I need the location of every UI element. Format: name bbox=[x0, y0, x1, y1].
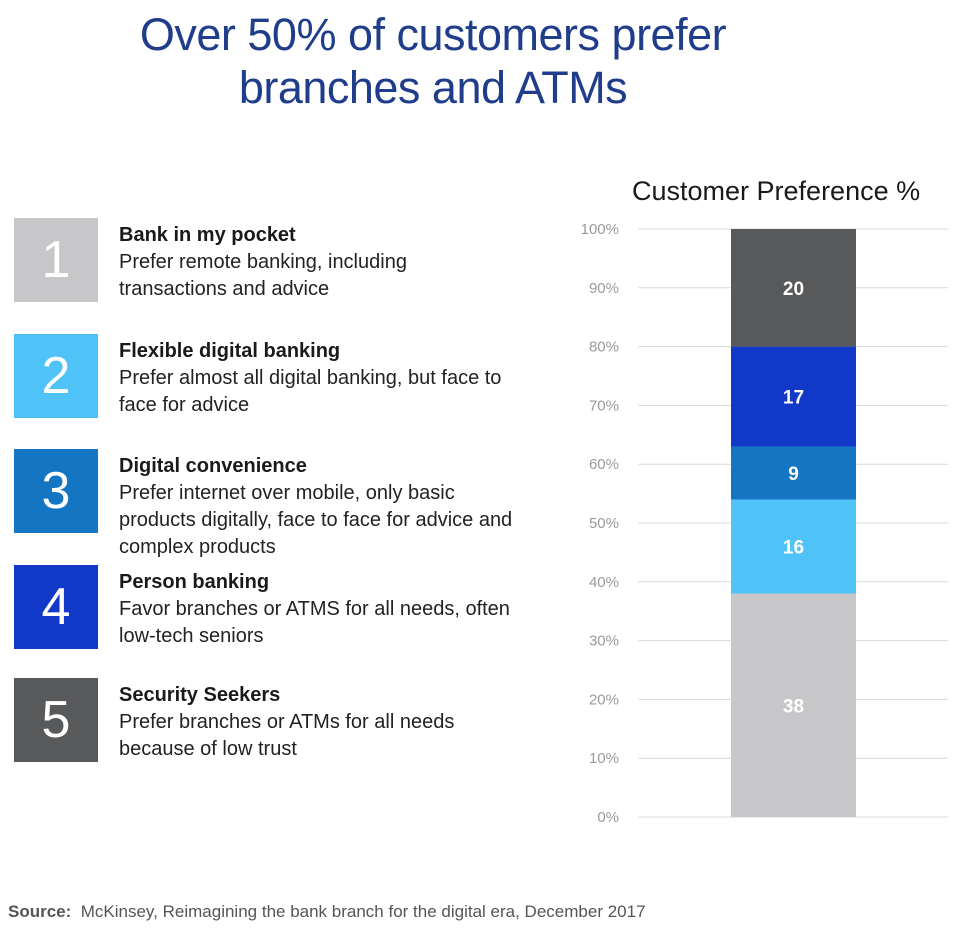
y-tick-label: 60% bbox=[589, 456, 619, 473]
source-note: Source: McKinsey, Reimagining the bank b… bbox=[8, 902, 646, 922]
data-label: 9 bbox=[788, 464, 799, 485]
segment-title: Flexible digital banking bbox=[119, 340, 341, 362]
source-text: McKinsey, Reimagining the bank branch fo… bbox=[80, 902, 646, 921]
segment-description: Prefer branches or ATMs for all needs be… bbox=[119, 711, 455, 760]
segment-title: Bank in my pocket bbox=[119, 224, 296, 246]
data-label: 17 bbox=[783, 388, 804, 409]
segment-description: Prefer remote banking, including transac… bbox=[119, 251, 407, 300]
y-tick-label: 90% bbox=[589, 280, 619, 297]
y-tick-label: 50% bbox=[589, 515, 619, 532]
bar-segment bbox=[731, 593, 856, 817]
title-line-1: Over 50% of customers prefer bbox=[139, 9, 727, 60]
segment-number-badge: 2 bbox=[14, 334, 98, 418]
y-tick-label: 80% bbox=[589, 339, 619, 356]
page-title: Over 50% of customers prefer branches an… bbox=[0, 8, 866, 114]
segment-description: Favor branches or ATMS for all needs, of… bbox=[119, 598, 510, 647]
y-tick-label: 20% bbox=[589, 691, 619, 708]
segment-description: Prefer internet over mobile, only basic … bbox=[119, 482, 513, 558]
bar-segment bbox=[731, 446, 856, 500]
bar-segment bbox=[731, 229, 856, 347]
title-line-2: branches and ATMs bbox=[238, 62, 628, 113]
data-label: 16 bbox=[783, 538, 804, 559]
segment-title: Security Seekers bbox=[119, 684, 281, 706]
segment-description: Prefer almost all digital banking, but f… bbox=[119, 367, 502, 416]
segment-number-badge: 4 bbox=[14, 565, 98, 649]
segment-title: Digital convenience bbox=[119, 455, 307, 477]
bar-segment bbox=[731, 499, 856, 594]
y-tick-label: 100% bbox=[581, 221, 619, 238]
y-tick-label: 10% bbox=[589, 750, 619, 767]
bar-segment bbox=[731, 346, 856, 447]
segment-number-badge: 5 bbox=[14, 678, 98, 762]
segment-title: Person banking bbox=[119, 571, 270, 593]
source-label: Source: bbox=[8, 902, 72, 921]
stacked-bar-chart: 0% 10% 20% 30% 40% 50% 60% 70% 80% 90% 100% 38 16 9 17… bbox=[581, 221, 948, 826]
y-tick-label: 0% bbox=[597, 809, 619, 826]
y-tick-label: 30% bbox=[589, 633, 619, 650]
chart-title: Customer Preference % bbox=[632, 176, 921, 206]
y-tick-label: 70% bbox=[589, 397, 619, 414]
segment-number-badge: 3 bbox=[14, 449, 98, 533]
y-tick-label: 40% bbox=[589, 574, 619, 591]
segment-number-badge: 1 bbox=[14, 218, 98, 302]
data-label: 20 bbox=[783, 279, 804, 300]
data-label: 38 bbox=[783, 696, 804, 717]
